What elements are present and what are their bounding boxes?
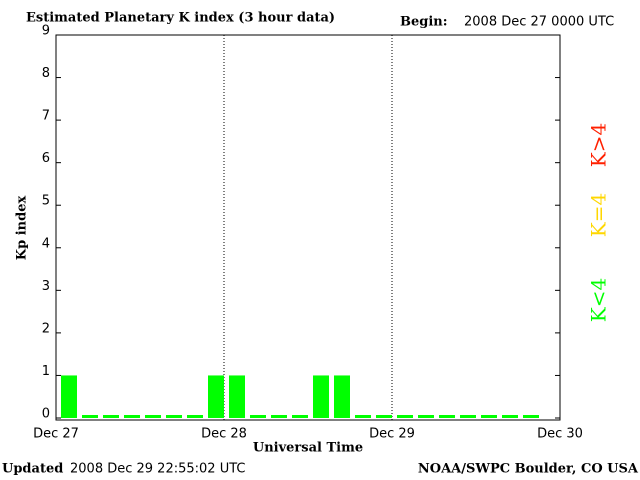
y-tick-label: 7 [42, 109, 50, 124]
bar [61, 375, 77, 418]
y-tick-label: 6 [42, 151, 50, 166]
plot-frame [55, 34, 561, 421]
bar [166, 415, 182, 418]
legend-entry: K>4 [587, 123, 611, 167]
begin-time: 2008 Dec 27 0000 UTC [464, 15, 614, 30]
begin-label: Begin: [400, 15, 448, 30]
bar [103, 415, 119, 418]
chart-title: Estimated Planetary K index (3 hour data… [26, 11, 335, 26]
y-tick-label: 9 [42, 24, 50, 39]
bar [271, 415, 287, 418]
x-axis-label: Universal Time [253, 441, 363, 456]
y-tick-label: 1 [42, 364, 50, 379]
bar [523, 415, 539, 418]
y-tick-label: 2 [42, 321, 50, 336]
y-tick-label: 0 [42, 407, 50, 422]
updated-time: 2008 Dec 29 22:55:02 UTC [70, 462, 245, 477]
legend-entry: K=4 [587, 193, 611, 237]
updated-label: Updated [2, 462, 63, 477]
x-tick-label: Dec 30 [537, 427, 583, 442]
bar [397, 415, 413, 418]
bar [481, 415, 497, 418]
bar [313, 375, 329, 418]
bar [208, 375, 224, 418]
bar [439, 415, 455, 418]
y-tick-label: 5 [42, 194, 50, 209]
bar [229, 375, 245, 418]
bar [145, 415, 161, 418]
bar [355, 415, 371, 418]
bar [124, 415, 140, 418]
x-tick-label: Dec 28 [201, 427, 247, 442]
source: NOAA/SWPC Boulder, CO USA [418, 462, 639, 477]
bar [187, 415, 203, 418]
legend-entry: K<4 [587, 278, 611, 322]
y-axis-label: Kp index [15, 196, 30, 261]
bar [292, 415, 308, 418]
bar [376, 415, 392, 418]
y-tick-label: 3 [42, 279, 50, 294]
y-tick-label: 4 [42, 236, 50, 251]
x-tick-label: Dec 29 [369, 427, 415, 442]
bar [460, 415, 476, 418]
y-tick-label: 8 [42, 66, 50, 81]
bar [250, 415, 266, 418]
x-tick-label: Dec 27 [33, 427, 79, 442]
bar [334, 375, 350, 418]
bar [418, 415, 434, 418]
bar [502, 415, 518, 418]
bar [82, 415, 98, 418]
